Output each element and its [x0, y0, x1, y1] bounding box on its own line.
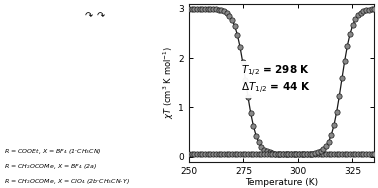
Text: R = CH$_2$OCOMe, X = BF$_4$ (2a): R = CH$_2$OCOMe, X = BF$_4$ (2a) [4, 162, 97, 171]
Text: $T_{1/2}$ = 298 K
$\Delta T_{1/2}$ = 44 K: $T_{1/2}$ = 298 K $\Delta T_{1/2}$ = 44 … [241, 63, 310, 96]
Y-axis label: $\chi T$ (cm$^3$ K mol$^{-1}$): $\chi T$ (cm$^3$ K mol$^{-1}$) [161, 46, 176, 119]
X-axis label: Temperature (K): Temperature (K) [245, 178, 318, 187]
Text: $\curvearrowright\curvearrowright$: $\curvearrowright\curvearrowright$ [82, 9, 107, 19]
Text: R = CH$_2$OCOMe, X = ClO$_4$ (2b$\cdot$CH$_3$CN-Y): R = CH$_2$OCOMe, X = ClO$_4$ (2b$\cdot$C… [4, 177, 130, 186]
Text: R = COOEt, X = BF$_4$ (1$\cdot$CH$_3$CN): R = COOEt, X = BF$_4$ (1$\cdot$CH$_3$CN) [4, 147, 102, 156]
